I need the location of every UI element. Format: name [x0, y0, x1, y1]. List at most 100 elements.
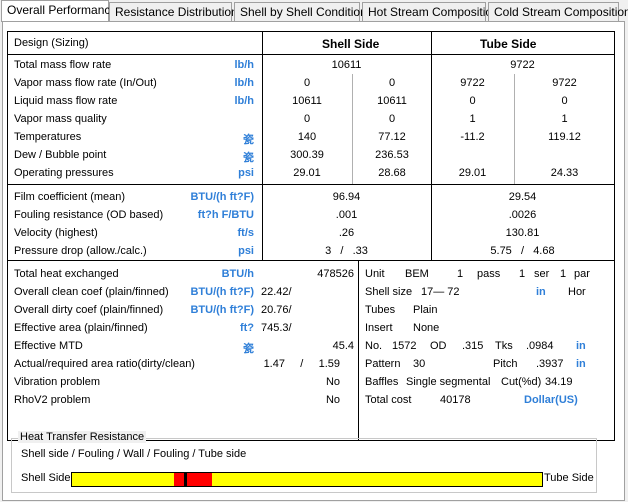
shell-value: .26	[338, 227, 355, 239]
row-unit: ft/s	[237, 227, 255, 239]
cost-currency-unit: Dollar(US)	[524, 394, 578, 406]
tube-side-header: Tube Side	[480, 37, 537, 51]
row-label: Vapor mass quality	[14, 113, 107, 125]
parallel-label: par	[574, 268, 590, 280]
series-label: ser	[534, 268, 550, 280]
tema-type-value: BEM	[405, 268, 429, 280]
resistance-segment-wall	[184, 472, 187, 487]
shell-out-value: 77.12	[378, 131, 406, 143]
resistance-segment-fouling-shell	[174, 472, 184, 487]
tube-out-value: 9722	[552, 77, 577, 89]
shell-size-unit: in	[536, 286, 546, 298]
row-unit: BTU/(h ft?F)	[190, 304, 254, 316]
tab-hot-stream[interactable]: Hot Stream Composition	[362, 2, 499, 21]
row-unit: lb/h	[234, 95, 254, 107]
row-unit: 瓷	[243, 343, 254, 355]
od-value: .315	[462, 340, 484, 352]
row-value: 20.76/	[261, 304, 292, 316]
shell-in-value: 0	[303, 77, 311, 89]
row-value: 745.3/	[261, 322, 292, 334]
thickness-value: .0984	[526, 340, 554, 352]
pitch-value: .3937	[536, 358, 564, 370]
row-label: Actual/required area ratio(dirty/clean)	[14, 358, 195, 370]
row-label: Vibration problem	[14, 376, 101, 388]
thickness-label: Tks	[495, 340, 513, 352]
row-unit: ft?h F/BTU	[197, 209, 254, 221]
resistance-segment-shell-side	[71, 472, 174, 487]
row-label: Effective MTD	[14, 340, 83, 352]
row-label: Operating pressures	[14, 167, 114, 179]
insert-value: None	[413, 322, 440, 334]
results-sheet: Design (Sizing) Shell Side Tube Side Tot…	[7, 31, 615, 441]
row-value: 45.4	[332, 340, 354, 352]
parallel-count-value: 1	[560, 268, 567, 280]
tube-value: 5.75 / 4.68	[490, 245, 555, 257]
pattern-label: Pattern	[365, 358, 401, 370]
shell-size-value: 17— 72	[421, 286, 460, 298]
shell-out-value: 0	[388, 77, 396, 89]
row-unit: 瓷	[243, 152, 254, 164]
tube-in-value: 29.01	[458, 167, 487, 179]
shell-in-value: 140	[297, 131, 317, 143]
shell-in-value: 300.39	[290, 149, 324, 161]
row-label: Pressure drop (allow./calc.)	[14, 245, 147, 257]
insert-label: Insert	[365, 322, 393, 334]
resistance-segment-tube-side	[212, 472, 543, 487]
tab-cold-stream[interactable]: Cold Stream Composition	[488, 2, 628, 21]
row-value: 478526	[317, 268, 354, 280]
row-label: Effective area (plain/finned)	[14, 322, 148, 334]
pitch-unit: in	[576, 358, 586, 370]
row-label: Overall clean coef (plain/finned)	[14, 286, 169, 298]
tube-out-value: 24.33	[550, 167, 579, 179]
shell-side-header: Shell Side	[322, 37, 380, 51]
tube-out-value: 1	[561, 113, 568, 125]
baffles-label: Baffles	[365, 376, 399, 388]
tube-value: 29.54	[508, 191, 537, 203]
shell-value: 10611	[331, 59, 362, 71]
tube-value: .0026	[508, 209, 537, 221]
resistance-segment-fouling-tube	[187, 472, 212, 487]
resistance-bar	[71, 472, 543, 487]
row-label: Overall dirty coef (plain/finned)	[14, 304, 164, 316]
tab-resistance-distribution[interactable]: Resistance Distribution	[109, 2, 238, 21]
od-label: OD	[430, 340, 447, 352]
shell-value: .001	[335, 209, 358, 221]
htr-tube-side-label: Tube Side	[544, 472, 594, 484]
tab-shell-by-shell[interactable]: Shell by Shell Conditions	[234, 2, 373, 21]
row-label: Vapor mass flow rate (In/Out)	[14, 77, 157, 89]
tubes-label: Tubes	[365, 304, 396, 316]
shell-out-value: 236.53	[375, 149, 409, 161]
row-value: 22.42/	[261, 286, 292, 298]
tube-out-value: 0	[561, 95, 568, 107]
row-unit: ft?	[239, 322, 254, 334]
row-label: Film coefficient (mean)	[14, 191, 126, 203]
heat-transfer-resistance-group	[11, 438, 597, 493]
tube-value: 130.81	[505, 227, 540, 239]
baffles-type-value: Single segmental	[406, 376, 491, 388]
tube-dim-unit: in	[576, 340, 586, 352]
tube-in-value: 0	[469, 95, 476, 107]
row-value: 1.47 / 1.59	[263, 358, 340, 370]
row-unit: lb/h	[234, 77, 254, 89]
row-label: RhoV2 problem	[14, 394, 91, 406]
htr-shell-side-label: Shell Side	[21, 472, 71, 484]
shell-in-value: 0	[303, 113, 311, 125]
tube-value: 9722	[510, 59, 535, 71]
row-unit: BTU/(h ft?F)	[190, 191, 254, 203]
shell-in-value: 29.01	[293, 167, 321, 179]
row-label: Liquid mass flow rate	[14, 95, 118, 107]
tab-overall-performance[interactable]: Overall Performance	[1, 0, 117, 22]
row-value: No	[325, 394, 340, 406]
row-unit: psi	[238, 245, 254, 257]
series-count-value: 1	[519, 268, 526, 280]
pitch-label: Pitch	[493, 358, 518, 370]
row-label: Dew / Bubble point	[14, 149, 107, 161]
tube-number-value: 1572	[392, 340, 417, 352]
tube-in-value: 9722	[460, 77, 485, 89]
shell-value: 96.94	[332, 191, 361, 203]
baffle-cut-label: Cut(%d)	[501, 376, 542, 388]
row-unit: BTU/(h ft?F)	[190, 286, 254, 298]
row-label: Fouling resistance (OD based)	[14, 209, 164, 221]
tube-in-value: -11.2	[460, 131, 485, 143]
row-label: Total mass flow rate	[14, 59, 112, 71]
